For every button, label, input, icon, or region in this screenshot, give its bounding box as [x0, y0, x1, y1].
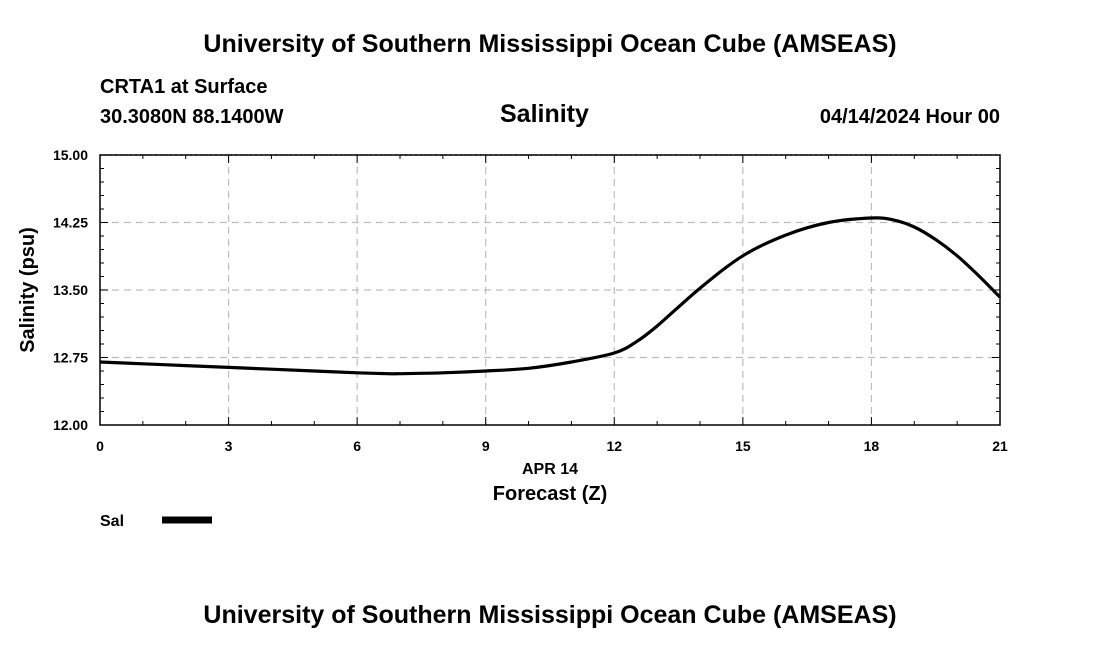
x-tick-label: 15 — [735, 438, 751, 454]
x-sublabel: APR 14 — [522, 461, 578, 478]
y-tick-label: 14.25 — [53, 215, 88, 231]
coordinates-label: 30.3080N 88.1400W — [100, 106, 284, 128]
chart-title: Salinity — [500, 100, 589, 128]
bottom-title: University of Southern Mississippi Ocean… — [203, 601, 897, 629]
top-title: University of Southern Mississippi Ocean… — [203, 30, 897, 58]
x-tick-label: 12 — [606, 438, 622, 454]
y-tick-label: 12.75 — [53, 350, 88, 366]
grid-lines — [100, 155, 1000, 425]
y-tick-label: 12.00 — [53, 417, 88, 433]
x-axis-label: Forecast (Z) — [493, 483, 607, 505]
x-tick-label: 0 — [96, 438, 104, 454]
y-axis-label: Salinity (psu) — [17, 227, 39, 353]
y-tick-label: 15.00 — [53, 147, 88, 163]
y-tick-label: 13.50 — [53, 282, 88, 298]
x-tick-label: 3 — [225, 438, 233, 454]
x-tick-label: 9 — [482, 438, 490, 454]
tick-labels: 0 3 6 9 12 15 18 21 12.00 12.75 13.50 14.25 15.00 — [53, 147, 1008, 454]
legend-label: Sal — [100, 513, 124, 530]
datetime-label: 04/14/2024 Hour 00 — [819, 106, 1000, 128]
station-label: CRTA1 at Surface — [100, 76, 268, 98]
plot-frame — [99, 154, 1001, 426]
x-tick-label: 18 — [864, 438, 880, 454]
series-line-salinity — [99, 216, 1002, 376]
series-layer — [99, 216, 1002, 376]
x-tick-label: 21 — [992, 438, 1008, 454]
x-tick-label: 6 — [353, 438, 361, 454]
